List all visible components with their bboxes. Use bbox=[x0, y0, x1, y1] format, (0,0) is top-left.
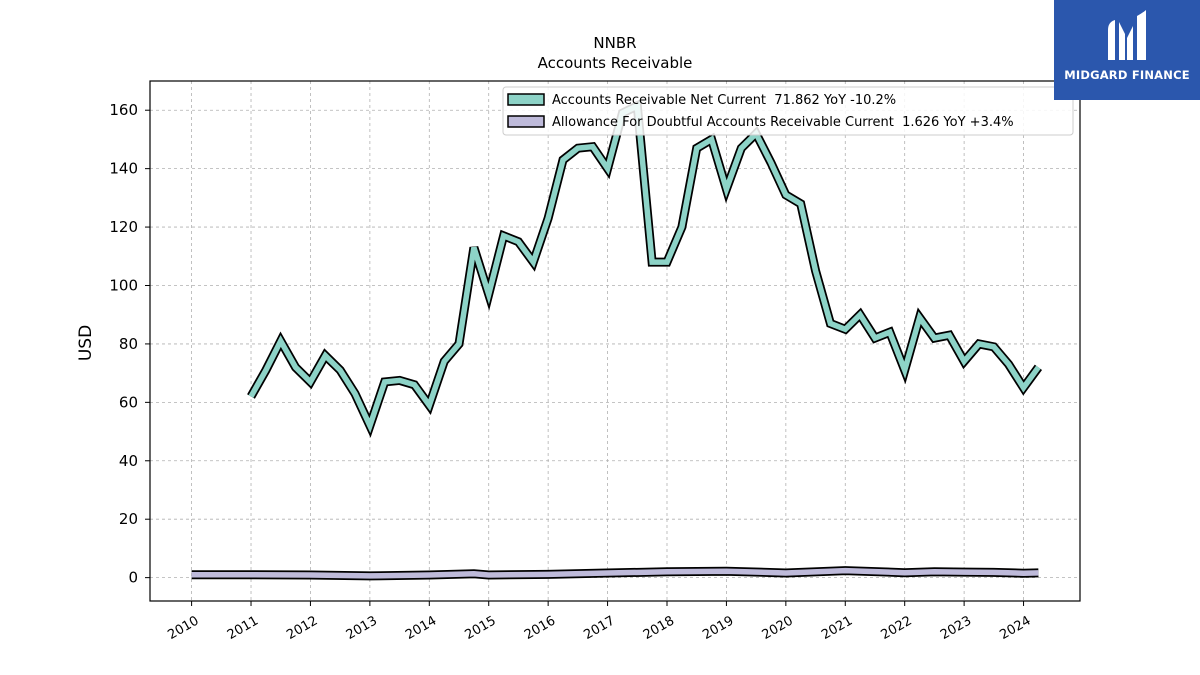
legend-label-series-2: Allowance For Doubtful Accounts Receivab… bbox=[552, 115, 1014, 130]
chart-title: NNBR bbox=[593, 34, 636, 52]
brand-logo: MIDGARD FINANCE bbox=[1054, 0, 1200, 100]
y-tick-label-140: 140 bbox=[109, 160, 138, 178]
plot-frame bbox=[149, 80, 1081, 602]
x-tick-label-2024: 2024 bbox=[997, 613, 1033, 643]
x-tick-label-2014: 2014 bbox=[403, 613, 439, 643]
brand-mark-icon bbox=[1108, 10, 1146, 60]
y-tick-label-20: 20 bbox=[119, 510, 138, 528]
x-tick-label-2017: 2017 bbox=[581, 613, 617, 643]
x-tick-label-2013: 2013 bbox=[344, 613, 380, 643]
chart-subtitle: Accounts Receivable bbox=[538, 54, 693, 72]
y-tick-label-80: 80 bbox=[119, 335, 138, 353]
x-tick-label-2019: 2019 bbox=[700, 613, 736, 643]
y-tick-label-160: 160 bbox=[109, 101, 138, 119]
y-axis-label: USD bbox=[76, 325, 96, 361]
series-2-line bbox=[191, 567, 1039, 579]
x-tick-label-2016: 2016 bbox=[522, 613, 558, 643]
x-tick-label-2023: 2023 bbox=[938, 613, 974, 643]
series-1-outline bbox=[247, 98, 1043, 438]
legend-swatch-series-1 bbox=[507, 93, 545, 106]
y-tick-label-40: 40 bbox=[119, 452, 138, 470]
series-1-line bbox=[248, 101, 1041, 434]
x-tick-label-2022: 2022 bbox=[879, 613, 915, 643]
x-tick-label-2021: 2021 bbox=[819, 613, 855, 643]
x-tick-label-2020: 2020 bbox=[760, 613, 796, 643]
axis-ticks: 0 20 40 60 80 100 120 140 160 2010 2011 2012 2013 201… bbox=[109, 101, 1033, 643]
x-tick-label-2010: 2010 bbox=[165, 613, 201, 643]
legend: Accounts Receivable Net Current 71.862 Y… bbox=[502, 86, 1074, 136]
y-tick-label-0: 0 bbox=[128, 569, 138, 587]
legend-swatch-series-2 bbox=[507, 115, 545, 128]
y-tick-label-120: 120 bbox=[109, 218, 138, 236]
x-tick-label-2015: 2015 bbox=[463, 613, 499, 643]
x-tick-label-2011: 2011 bbox=[225, 613, 261, 643]
x-tick-label-2018: 2018 bbox=[641, 613, 677, 643]
legend-frame bbox=[502, 86, 1074, 136]
y-tick-label-100: 100 bbox=[109, 276, 138, 294]
x-tick-label-2012: 2012 bbox=[284, 613, 320, 643]
y-tick-label-60: 60 bbox=[119, 393, 138, 411]
brand-name: MIDGARD FINANCE bbox=[1064, 68, 1190, 82]
series-lines bbox=[191, 98, 1043, 581]
legend-label-series-1: Accounts Receivable Net Current 71.862 Y… bbox=[552, 93, 896, 108]
